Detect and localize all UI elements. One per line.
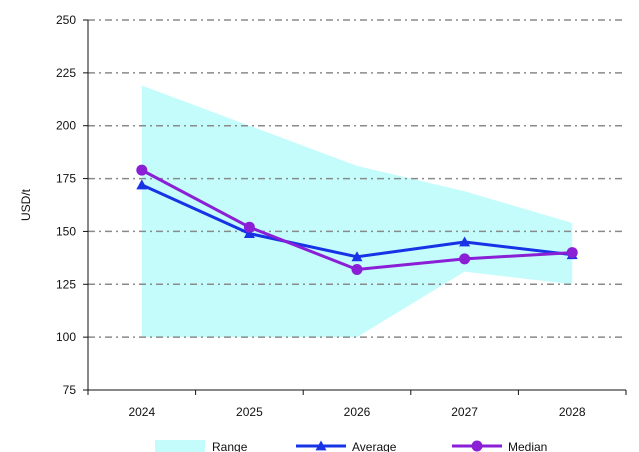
y-tick-label: 150: [56, 224, 76, 238]
x-tick-label: 2026: [344, 405, 371, 419]
axis-layer: 75 100 125 150 175 200 225 250 2024 2025 2026 2027 2…: [56, 13, 627, 419]
x-tick-label: 2028: [559, 405, 586, 419]
y-tick-label: 200: [56, 119, 76, 133]
y-tick-label: 225: [56, 66, 76, 80]
median-point: [351, 263, 363, 275]
y-axis-title: USD/t: [19, 188, 33, 221]
median-point: [566, 247, 578, 259]
x-tick-label: 2025: [236, 405, 263, 419]
y-tick-label: 100: [56, 330, 76, 344]
legend-swatch-range: [155, 440, 205, 452]
average-point: [351, 251, 363, 262]
median-point: [243, 221, 255, 233]
legend: Range Average Median: [155, 440, 547, 452]
range-band: [141, 85, 573, 338]
legend-marker-average: [315, 440, 327, 451]
y-tick-label: 75: [63, 383, 77, 397]
y-tick-label: 250: [56, 13, 76, 27]
average-point: [136, 179, 148, 190]
x-tick-label: 2024: [128, 405, 155, 419]
y-tick-label: 125: [56, 277, 76, 291]
range-layer: [141, 85, 573, 338]
legend-label-range: Range: [212, 440, 248, 452]
y-tick-label: 175: [56, 172, 76, 186]
series-layer: [136, 164, 578, 275]
grid-layer: [88, 19, 626, 338]
median-point: [459, 253, 471, 265]
average-point: [243, 228, 255, 238]
average-point: [459, 236, 471, 247]
legend-label-median: Median: [508, 440, 547, 452]
legend-marker-median: [471, 440, 483, 452]
x-tick-label: 2027: [451, 405, 478, 419]
legend-label-average: Average: [352, 440, 397, 452]
median-point: [136, 164, 148, 176]
